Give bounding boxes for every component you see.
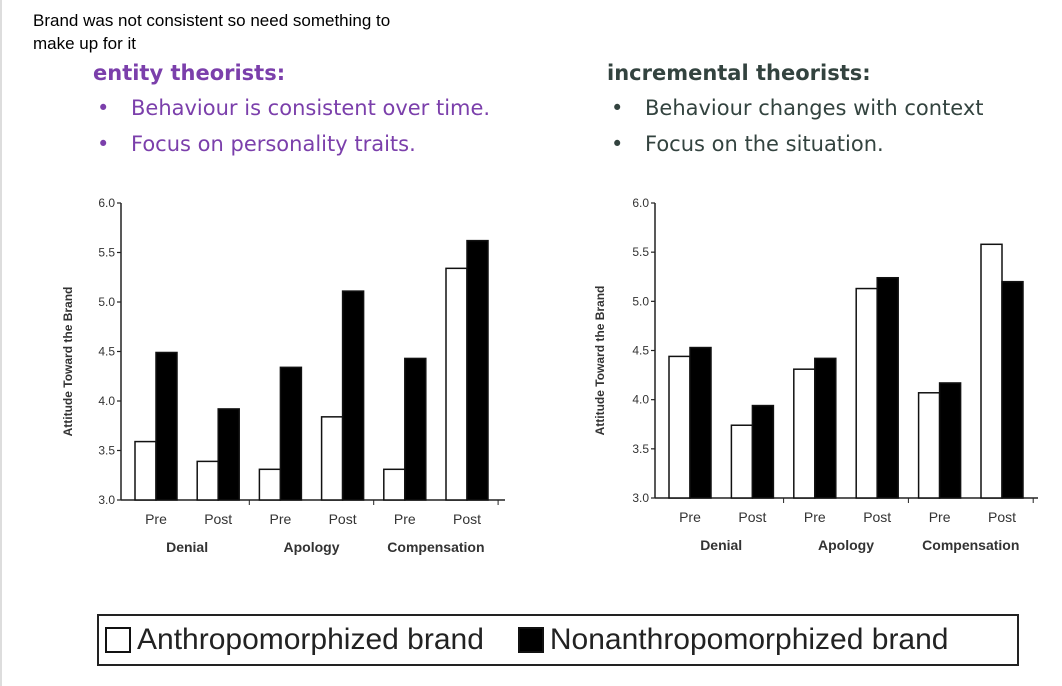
y-tick-label: 5.0 xyxy=(98,295,115,309)
panel-title: entity theorists: xyxy=(93,61,286,85)
x-tick-label: Pre xyxy=(679,509,701,525)
y-axis-label: Attitude Toward the Brand xyxy=(61,287,75,437)
bar-nonanthropomorphized xyxy=(155,351,178,501)
incremental-theorists-panel: incremental theorists: • Behaviour change… xyxy=(607,58,984,164)
bullet-item: • Focus on the situation. xyxy=(607,124,984,164)
x-tick-label: Pre xyxy=(804,509,826,525)
x-group-label: Denial xyxy=(700,537,742,553)
x-tick-label: Pre xyxy=(394,511,416,527)
x-tick-label: Post xyxy=(738,509,766,525)
bullet-text: Focus on personality traits. xyxy=(131,132,416,156)
bullet-text: Behaviour changes with context xyxy=(645,96,984,120)
legend-label: Anthropomorphized brand xyxy=(137,623,484,656)
bar-nonanthropomorphized xyxy=(751,404,775,499)
bullet-icon: • xyxy=(97,132,110,156)
annotation-note: Brand was not consistent so need somethi… xyxy=(33,11,391,53)
bullet-text: Behaviour is consistent over time. xyxy=(131,96,491,120)
chart-legend: Anthropomorphized brand Nonanthropomorph… xyxy=(97,614,1019,666)
y-tick-label: 3.5 xyxy=(632,442,649,456)
bar-anthropomorphized xyxy=(917,392,941,499)
bar-nonanthropomorphized xyxy=(938,382,962,499)
bar-nonanthropomorphized xyxy=(1001,280,1024,499)
bar-nonanthropomorphized xyxy=(814,357,837,499)
slide-edge xyxy=(0,0,2,686)
x-tick-label: Post xyxy=(863,509,891,525)
x-group-label: Compensation xyxy=(922,537,1019,553)
y-tick-label: 4.0 xyxy=(98,394,115,408)
x-tick-label: Post xyxy=(988,509,1016,525)
bar-anthropomorphized xyxy=(730,424,754,499)
x-tick-label: Post xyxy=(453,511,481,527)
bar-nonanthropomorphized xyxy=(217,408,240,501)
x-group-label: Denial xyxy=(166,539,208,555)
y-tick-label: 3.0 xyxy=(632,491,649,505)
y-axis-label: Attitude Toward the Brand xyxy=(593,286,607,436)
bullet-item: • Behaviour changes with context xyxy=(607,88,984,128)
bullet-icon: • xyxy=(97,96,110,120)
bullet-item: • Behaviour is consistent over time. xyxy=(93,88,490,128)
x-tick-label: Pre xyxy=(929,509,951,525)
bar-nonanthropomorphized xyxy=(404,357,427,501)
legend-item-anthropomorphized: Anthropomorphized brand xyxy=(99,623,484,657)
legend-label: Nonanthropomorphized brand xyxy=(549,623,949,656)
y-tick-label: 5.5 xyxy=(98,246,115,260)
bullet-item: • Focus on personality traits. xyxy=(93,124,490,164)
bar-anthropomorphized xyxy=(855,287,878,499)
bullet-icon: • xyxy=(611,96,624,120)
y-tick-label: 6.0 xyxy=(98,196,115,210)
x-tick-label: Pre xyxy=(145,511,167,527)
x-tick-label: Post xyxy=(329,511,357,527)
bullet-icon: • xyxy=(611,132,624,156)
legend-swatch xyxy=(517,627,544,653)
x-tick-label: Pre xyxy=(270,511,292,527)
bar-anthropomorphized xyxy=(980,243,1003,499)
bar-nonanthropomorphized xyxy=(466,239,489,501)
bar-nonanthropomorphized xyxy=(689,346,712,499)
y-tick-label: 4.0 xyxy=(632,393,649,407)
y-tick-label: 5.5 xyxy=(632,245,649,259)
bar-nonanthropomorphized xyxy=(341,290,365,501)
y-tick-label: 4.5 xyxy=(98,345,115,359)
bar-anthropomorphized xyxy=(668,355,691,499)
y-tick-label: 3.0 xyxy=(98,493,115,507)
legend-item-nonanthropomorphized: Nonanthropomorphized brand xyxy=(512,623,949,657)
y-tick-label: 6.0 xyxy=(632,196,649,210)
bar-nonanthropomorphized xyxy=(279,366,303,501)
bar-anthropomorphized xyxy=(793,368,816,499)
x-tick-label: Post xyxy=(204,511,232,527)
x-group-label: Apology xyxy=(284,539,340,555)
x-group-label: Apology xyxy=(818,537,874,553)
entity-theorists-panel: entity theorists: • Behaviour is consiste… xyxy=(93,58,490,164)
y-tick-label: 4.5 xyxy=(632,344,649,358)
panel-title: incremental theorists: xyxy=(607,61,871,85)
x-group-label: Compensation xyxy=(387,539,484,555)
bar-nonanthropomorphized xyxy=(876,276,899,499)
y-tick-label: 5.0 xyxy=(632,294,649,308)
legend-swatch xyxy=(105,627,131,653)
y-tick-label: 3.5 xyxy=(98,444,115,458)
bullet-text: Focus on the situation. xyxy=(645,132,884,156)
